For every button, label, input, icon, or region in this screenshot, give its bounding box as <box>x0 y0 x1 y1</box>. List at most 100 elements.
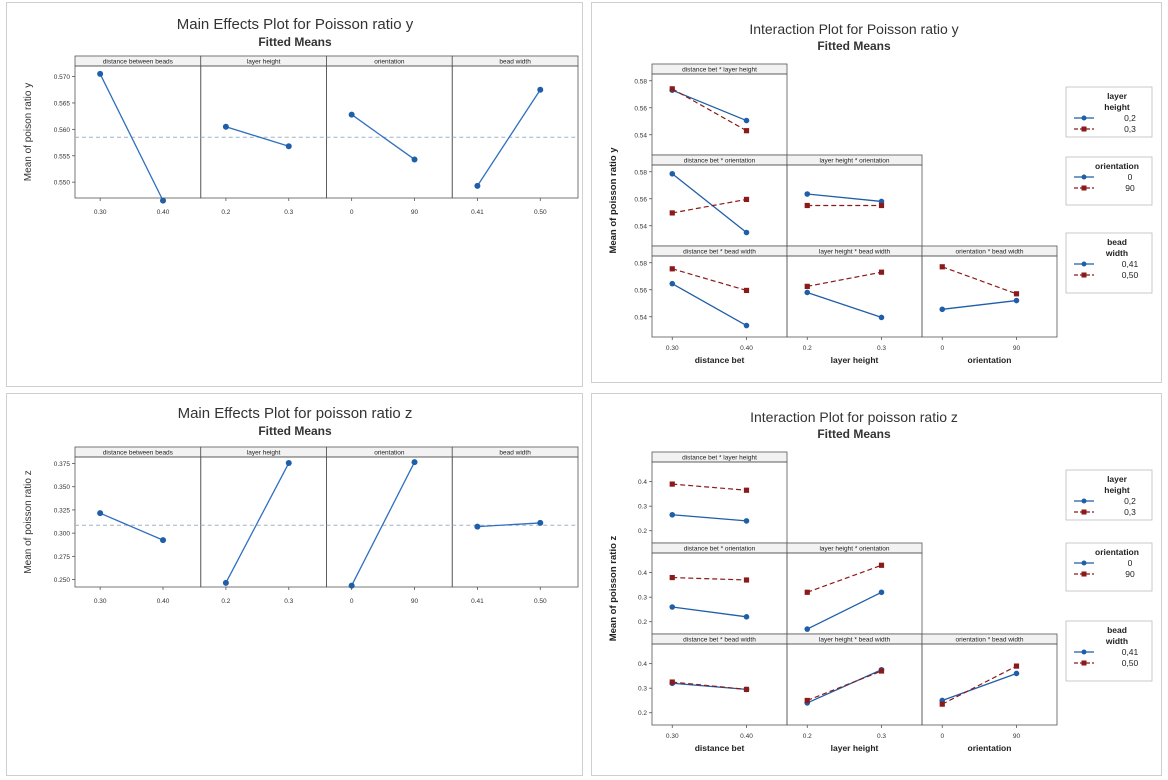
legend-title: orientation <box>1095 161 1139 171</box>
series-1-point <box>878 198 885 205</box>
y-tick-label: 0.2 <box>638 710 647 717</box>
y-axis-label: Mean of poisson ratio z <box>608 535 619 641</box>
y-tick-label: 0.375 <box>54 461 71 468</box>
series-2-line <box>807 670 882 702</box>
effect-point <box>222 579 229 586</box>
series-1-point <box>804 191 811 197</box>
series-1-line <box>942 672 1017 702</box>
series-2-line <box>807 564 882 593</box>
legend-item: 0,3 <box>1124 124 1136 134</box>
cell-panel <box>786 643 923 726</box>
factor-panel <box>200 65 327 199</box>
effect-point <box>348 582 355 589</box>
chart-subtitle: Fitted Means <box>817 427 891 441</box>
legend-title: width <box>1105 248 1128 258</box>
series-1-point <box>743 117 750 124</box>
legend-item: 90 <box>1125 569 1135 579</box>
x-tick-label: 0 <box>350 598 354 605</box>
y-tick-label: 0.325 <box>54 507 71 514</box>
legend-title: bead <box>1107 237 1127 247</box>
interaction-chart-z: Interaction Plot for poisson ratio z Fitt… <box>608 409 1153 753</box>
chart-title: Main Effects Plot for poisson ratio z <box>178 405 413 422</box>
y-tick-label: 0.570 <box>54 74 71 81</box>
x-tick-label: 0.3 <box>877 345 886 352</box>
series-2-line <box>671 88 747 132</box>
legend-title: height <box>1104 485 1130 495</box>
series-1-point <box>669 280 676 287</box>
x-tick-label: 0.3 <box>284 209 293 216</box>
factor-strip-label: bead width <box>499 450 531 457</box>
interaction-panel-y: Interaction Plot for Poisson ratio y Fitt… <box>591 2 1162 383</box>
factor-panel <box>451 65 579 199</box>
series-2-line <box>672 268 747 292</box>
series-1-line <box>671 173 747 234</box>
x-tick-label: 0 <box>940 345 944 352</box>
x-tick-label: 0.2 <box>803 345 812 352</box>
x-tick-label: 0.50 <box>534 598 547 605</box>
cell-strip-label: layer height * orientation <box>819 158 889 165</box>
series-2-point <box>878 202 885 209</box>
series-2-point <box>804 202 810 209</box>
legend-box <box>1065 542 1153 592</box>
legend-swatch-marker <box>1081 649 1087 655</box>
effect-line <box>225 462 290 584</box>
series-2-point <box>878 562 885 568</box>
legend-swatch-marker <box>1081 115 1087 121</box>
legend-swatch-marker <box>1081 498 1087 504</box>
x-tick-label: 90 <box>411 209 419 216</box>
series-2-point <box>878 269 885 275</box>
series-1-point <box>743 229 750 236</box>
cell-strip-label: layer height * bead width <box>819 637 891 644</box>
series-2-point <box>804 697 810 704</box>
legend-item: 0,3 <box>1124 507 1136 517</box>
y-tick-label: 0.3 <box>638 595 647 602</box>
y-tick-label: 0.560 <box>54 127 71 134</box>
effect-point <box>474 182 481 189</box>
series-2-point <box>743 577 750 583</box>
y-tick-label: 0.275 <box>54 554 71 561</box>
cell-strip-label: orientation * bead width <box>956 637 1024 644</box>
legend-title: bead <box>1107 625 1127 635</box>
legend-box <box>1065 156 1153 206</box>
chart-title: Main Effects Plot for Poisson ratio y <box>177 16 414 33</box>
cell-strip-label: distance bet * bead width <box>683 249 756 256</box>
factor-strip-label: distance between beads <box>103 450 174 457</box>
legend-title: height <box>1104 102 1130 112</box>
factor-strip-label: bead width <box>499 59 531 66</box>
legend-swatch-marker <box>1081 660 1087 666</box>
y-axis-label: Mean of poison ratio y <box>23 83 34 181</box>
series-2-point <box>743 128 750 134</box>
effect-point <box>285 460 292 467</box>
y-tick-label: 0.300 <box>54 531 71 538</box>
y-axis-label: Mean of poisson ratio y <box>608 147 619 254</box>
cell-strip-label: layer height * orientation <box>819 546 889 553</box>
x-tick-label: 0.30 <box>666 733 679 740</box>
y-tick-label: 0.4 <box>638 570 647 577</box>
series-1-line <box>807 193 882 203</box>
series-1-point <box>1013 297 1020 304</box>
x-tick-label: 0.30 <box>94 209 107 216</box>
legend-title: width <box>1105 636 1128 646</box>
series-2-line <box>672 483 747 491</box>
series-1-point <box>878 314 885 321</box>
y-tick-label: 0.4 <box>638 479 647 486</box>
x-tick-label: 90 <box>1013 733 1021 740</box>
factor-panel <box>326 65 453 199</box>
series-1-line <box>806 669 882 704</box>
y-tick-label: 0.54 <box>634 132 647 139</box>
series-2-point <box>743 487 750 493</box>
cell-strip-label: orientation * bead width <box>956 249 1024 256</box>
effect-point <box>411 156 418 163</box>
effect-point <box>160 537 167 544</box>
series-2-point <box>743 196 750 203</box>
cell-strip-label: distance bet * orientation <box>684 546 756 553</box>
legend-title: layer <box>1107 474 1128 484</box>
effect-point <box>537 86 544 93</box>
x-tick-label: 0 <box>940 733 944 740</box>
y-tick-label: 0.350 <box>54 484 71 491</box>
effect-line <box>476 89 541 187</box>
x-tick-label: 0.41 <box>471 209 484 216</box>
series-2-point <box>1013 291 1020 297</box>
series-1-point <box>804 289 811 296</box>
factor-strip-label: orientation <box>374 59 405 66</box>
